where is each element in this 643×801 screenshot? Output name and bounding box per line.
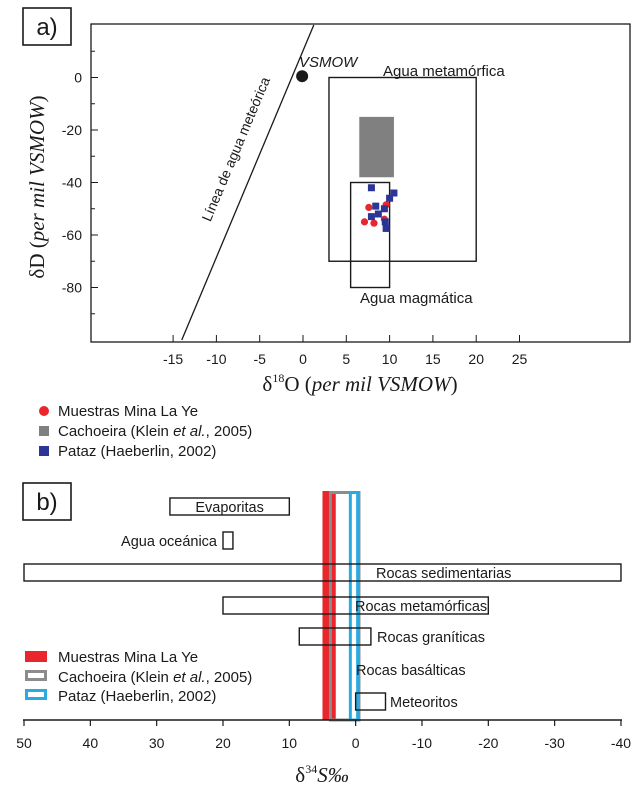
panel-b-xlabel: δ34S‰: [295, 762, 348, 787]
panel-b-content: Evaporitas Agua oceánica Rocas sedimentari…: [16, 491, 631, 751]
meteoric-water-line: [181, 24, 315, 341]
range-label-5: Rocas basálticas: [356, 663, 466, 679]
pataz-point: [380, 205, 388, 213]
pataz-point: [372, 202, 380, 210]
b-xtick-label: -40: [611, 735, 631, 751]
a-xtick-label: -10: [206, 351, 226, 367]
pataz-point: [386, 194, 394, 202]
a-xtick-label: 25: [512, 351, 528, 367]
range-box-2: [23, 563, 622, 582]
legend-b-mina-la-ye-label: Muestras Mina La Ye: [58, 649, 198, 666]
legend-a-pataz-label: Pataz (Haeberlin, 2002): [58, 443, 216, 460]
cachoeira-range-box: [359, 116, 394, 178]
range-label-3: Rocas metamórficas: [355, 599, 487, 615]
b-xtick-label: -20: [478, 735, 498, 751]
a-ytick-label: -60: [62, 227, 82, 243]
panel-a-label: a): [36, 14, 57, 41]
a-xtick-label: 0: [299, 351, 307, 367]
panel-b-label: b): [36, 489, 57, 516]
magmatic-water-label: Agua magmática: [360, 290, 473, 307]
legend-a-mina-la-ye-marker: [39, 406, 49, 416]
panel-a: -15 -10 -5 0 5 10 15 20 25 0 -20 -40 -60 -80 Agua met…: [22, 7, 631, 460]
range-label-2: Rocas sedimentarias: [376, 566, 511, 582]
legend-b-cachoeira-label: Cachoeira (Klein et al., 2005): [58, 669, 252, 686]
range-box-1: [222, 531, 234, 550]
legend-b-cachoeira-marker: [25, 670, 47, 681]
pataz-point: [367, 213, 375, 221]
panel-b-label-box: [22, 482, 72, 521]
panel-b-legend: Muestras Mina La Ye Cachoeira (Klein et …: [25, 649, 252, 705]
range-box-3: [222, 596, 490, 615]
pataz-point: [374, 210, 382, 218]
panel-a-legend: Muestras Mina La Ye Cachoeira (Klein et …: [39, 403, 252, 460]
b-xtick-label: 30: [149, 735, 165, 751]
legend-b-mina-la-ye-marker: [25, 651, 47, 662]
vsmow-point: [296, 70, 309, 83]
legend-b-pataz-label: Pataz (Haeberlin, 2002): [58, 688, 216, 705]
vsmow-label: VSMOW: [299, 54, 359, 71]
range-label-1: Agua oceánica: [121, 534, 218, 550]
panel-a-xlabel: δ18O (per mil VSMOW): [262, 371, 457, 396]
a-ytick-label: -40: [62, 175, 82, 191]
a-xtick-label: -5: [253, 351, 266, 367]
range-box-4: [298, 627, 372, 646]
mina-la-ye-point: [365, 203, 373, 212]
range-box-0: [169, 497, 291, 516]
b-xtick-label: 40: [83, 735, 99, 751]
b-xtick-label: -30: [545, 735, 565, 751]
a-ytick-label: -80: [62, 280, 82, 296]
legend-a-mina-la-ye-label: Muestras Mina La Ye: [58, 403, 198, 420]
pataz-point: [367, 184, 375, 192]
metamorphic-water-box: [328, 76, 477, 262]
b-xtick-label: -10: [412, 735, 432, 751]
b-xtick-label: 10: [282, 735, 298, 751]
a-ytick-label: 0: [74, 70, 82, 86]
magmatic-water-box: [349, 181, 391, 289]
legend-a-pataz-marker: [39, 446, 49, 456]
panel-b: Evaporitas Agua oceánica Rocas sedimentari…: [16, 482, 631, 787]
range-label-4: Rocas graníticas: [377, 630, 485, 646]
b-xtick-label: 0: [352, 735, 360, 751]
mina-la-ye-point: [370, 219, 378, 227]
legend-b-pataz-marker: [25, 689, 47, 700]
panel-a-axes: -15 -10 -5 0 5 10 15 20 25 0 -20 -40 -60 -80: [62, 50, 528, 367]
a-xtick-label: -15: [163, 351, 183, 367]
a-ytick-label: -20: [62, 122, 82, 138]
range-label-6: Meteoritos: [390, 695, 458, 711]
range-label-0: Evaporitas: [195, 500, 264, 516]
a-xtick-label: 20: [468, 351, 484, 367]
range-box-6: [354, 692, 387, 711]
panel-a-ylabel: δD (per mil VSMOW): [25, 95, 49, 278]
mina-la-ye-point: [360, 218, 369, 226]
pataz-point: [382, 224, 390, 232]
b-xtick-label: 50: [16, 735, 32, 751]
pataz-point: [390, 189, 398, 197]
legend-a-cachoeira-marker: [39, 426, 49, 436]
pataz-point: [381, 218, 389, 226]
a-xtick-label: 10: [382, 351, 398, 367]
a-xtick-label: 15: [425, 351, 441, 367]
a-xtick-label: 5: [342, 351, 350, 367]
metamorphic-water-label: Agua metamórfica: [383, 63, 505, 80]
legend-a-cachoeira-label: Cachoeira (Klein et al., 2005): [58, 423, 252, 440]
panel-a-label-box: [22, 7, 72, 46]
b-xtick-label: 20: [215, 735, 231, 751]
